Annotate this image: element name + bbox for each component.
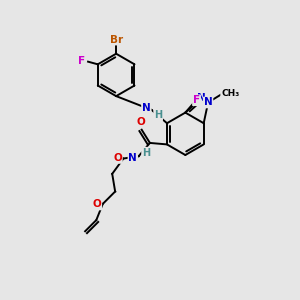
Text: F: F xyxy=(193,95,200,105)
Text: N: N xyxy=(142,103,151,113)
Text: O: O xyxy=(92,200,101,209)
Text: F: F xyxy=(78,56,85,66)
Text: O: O xyxy=(136,117,145,127)
Text: N: N xyxy=(197,93,206,103)
Text: CH₃: CH₃ xyxy=(221,89,239,98)
Text: O: O xyxy=(113,153,122,163)
Text: H: H xyxy=(154,110,162,120)
Text: Br: Br xyxy=(110,34,123,45)
Text: N: N xyxy=(128,153,137,163)
Text: N: N xyxy=(204,98,212,107)
Text: H: H xyxy=(142,148,150,158)
